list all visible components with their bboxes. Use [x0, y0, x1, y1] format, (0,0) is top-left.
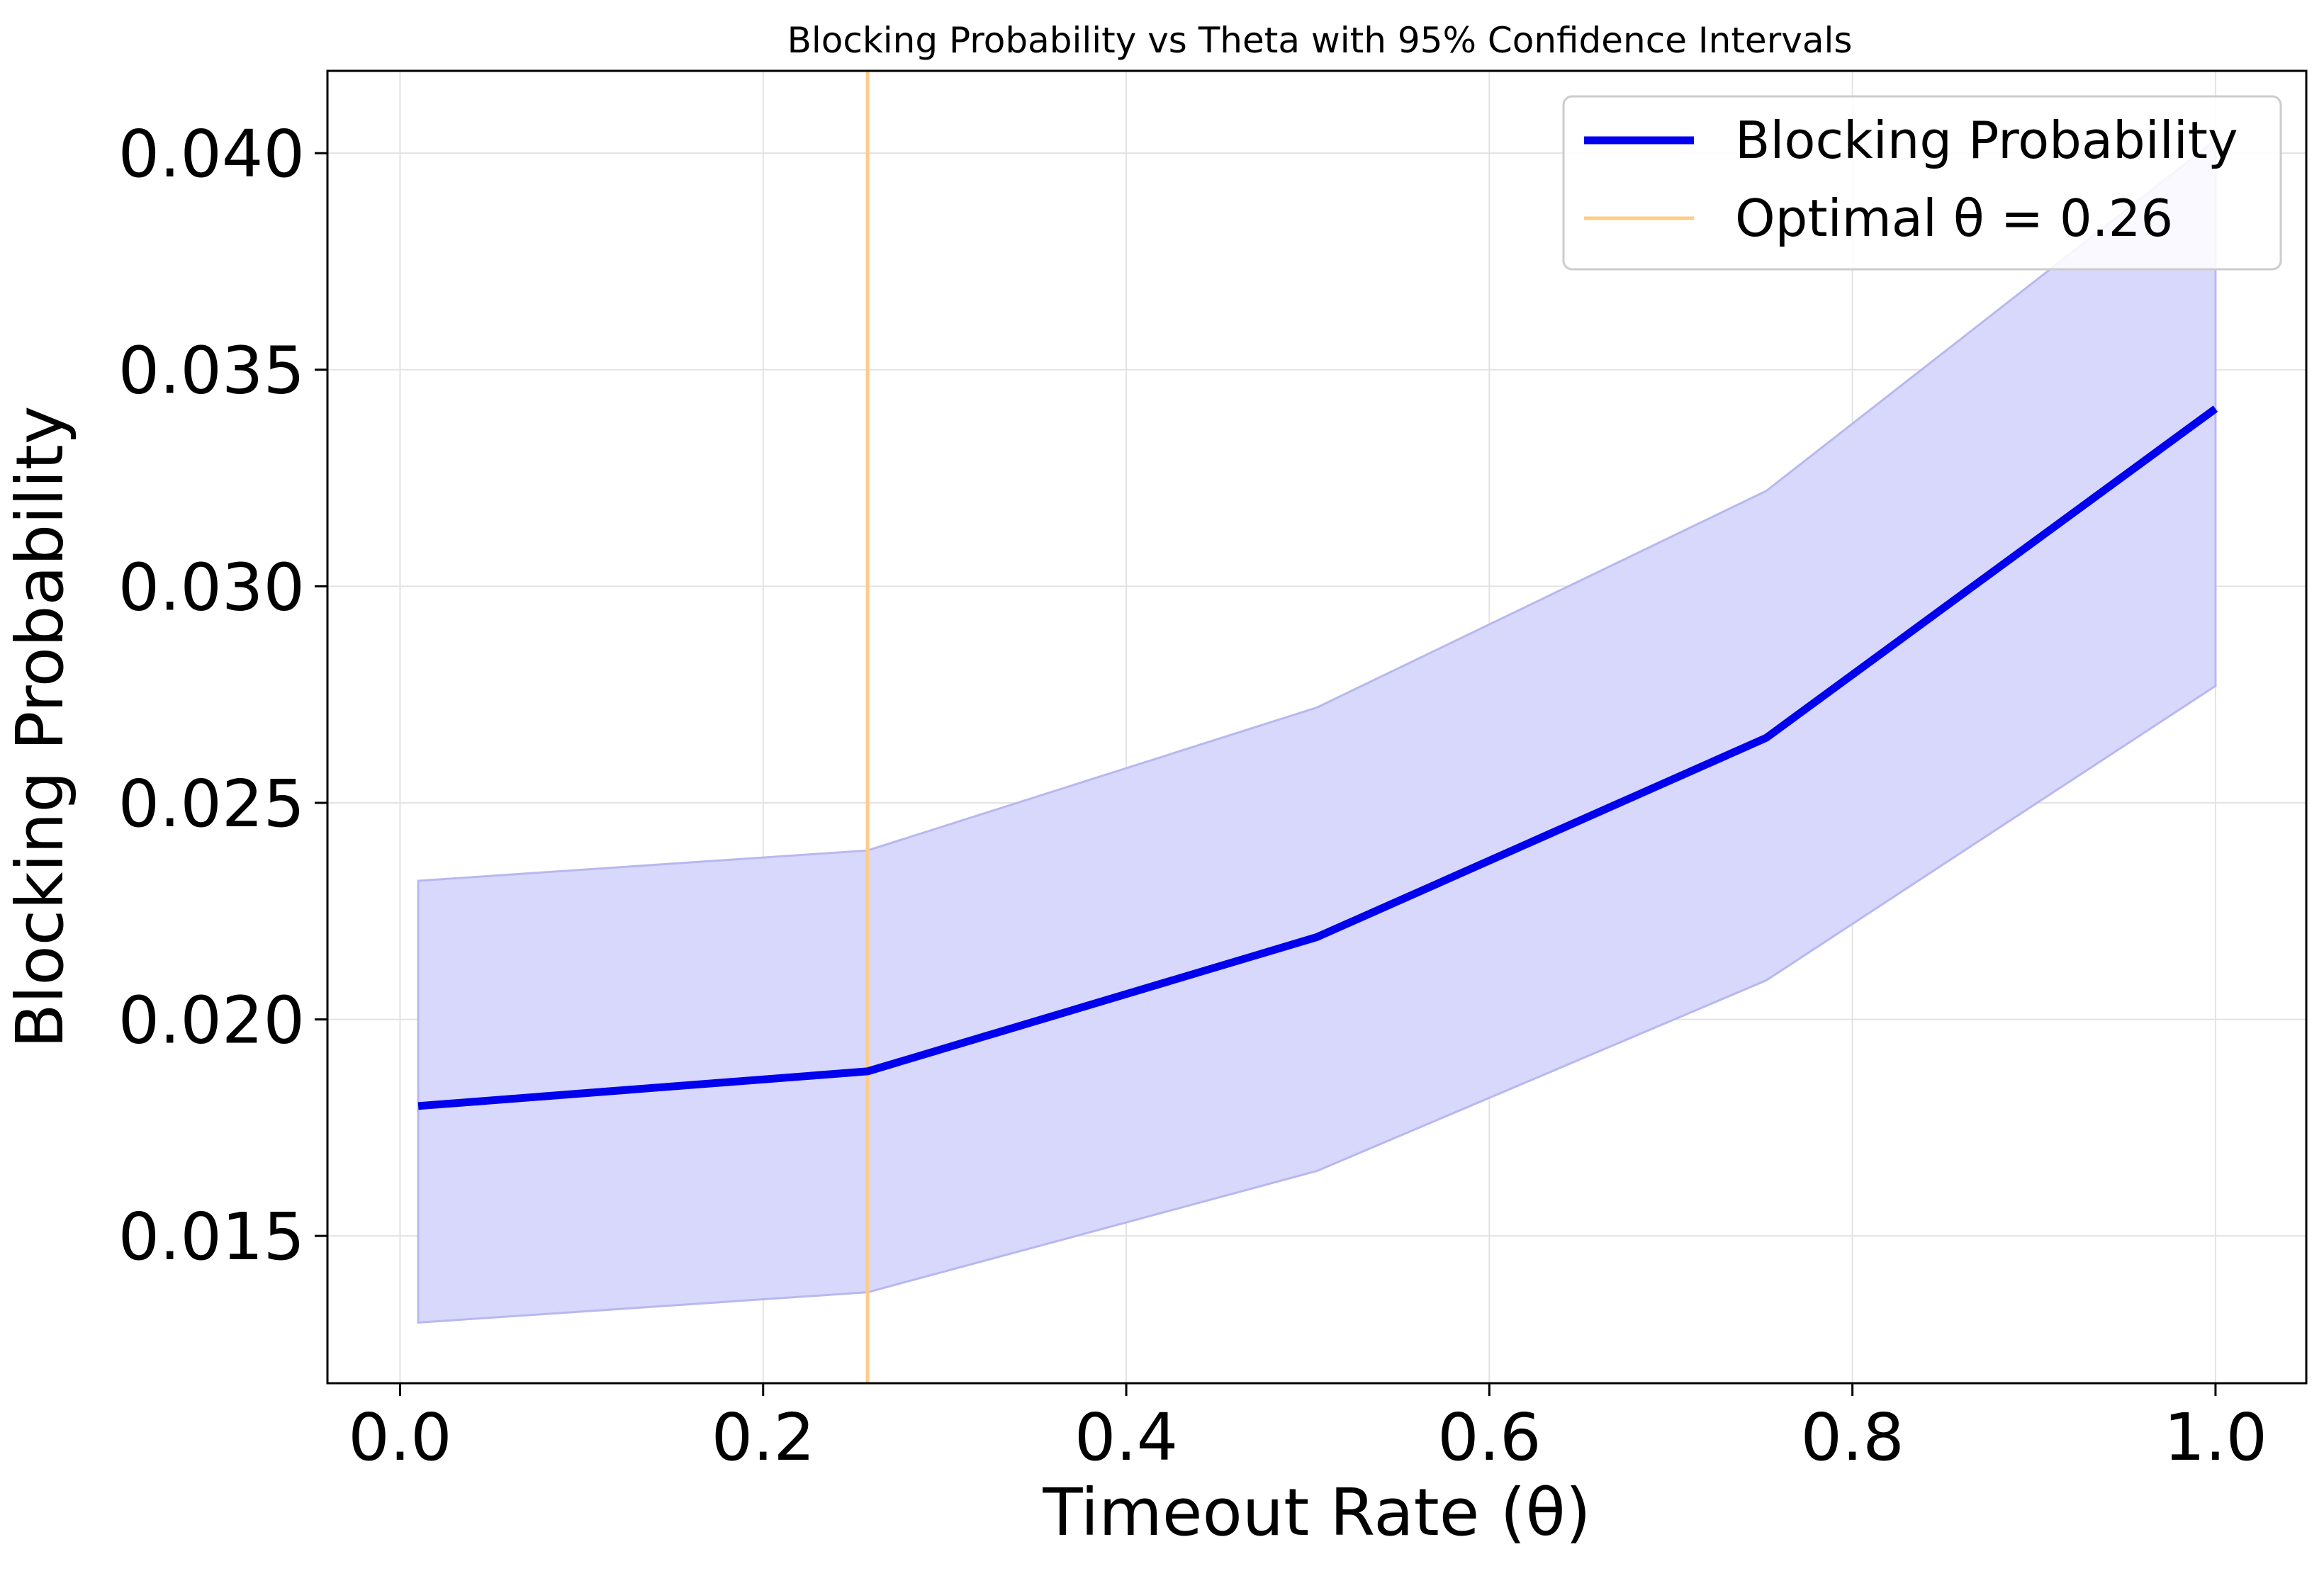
- x-axis-ticks: 0.0 0.2 0.4 0.6 0.8 1.0: [348, 1383, 2267, 1475]
- y-tick-label: 0.025: [118, 766, 305, 842]
- y-tick-label: 0.035: [118, 333, 305, 409]
- y-tick-label: 0.040: [118, 116, 305, 192]
- legend-box: [1562, 95, 2282, 271]
- y-tick-label: 0.030: [118, 549, 305, 625]
- x-tick-label: 0.2: [712, 1400, 815, 1475]
- legend: Blocking Probability Optimal θ = 0.26: [1562, 95, 2282, 271]
- legend-label-optimal-theta: Optimal θ = 0.26: [1735, 188, 2173, 248]
- x-tick-label: 1.0: [2164, 1400, 2267, 1475]
- y-axis-label: Blocking Probability: [2, 406, 78, 1049]
- x-tick-label: 0.4: [1074, 1400, 1178, 1475]
- chart-title: Blocking Probability vs Theta with 95% C…: [787, 20, 1853, 61]
- y-tick-label: 0.020: [118, 983, 305, 1059]
- blocking-probability-series: [417, 405, 2218, 1110]
- plot-frame: [326, 69, 2308, 1385]
- x-tick-label: 0.6: [1437, 1400, 1541, 1475]
- x-tick-label: 0.0: [348, 1400, 451, 1475]
- x-axis-label: Timeout Rate (θ): [1042, 1475, 1590, 1550]
- x-tick-label: 0.8: [1800, 1400, 1904, 1475]
- y-tick-label: 0.015: [118, 1199, 305, 1275]
- legend-label-blocking-probability: Blocking Probability: [1735, 111, 2238, 170]
- y-axis-ticks: 0.015 0.020 0.025 0.030 0.035 0.040: [118, 116, 327, 1275]
